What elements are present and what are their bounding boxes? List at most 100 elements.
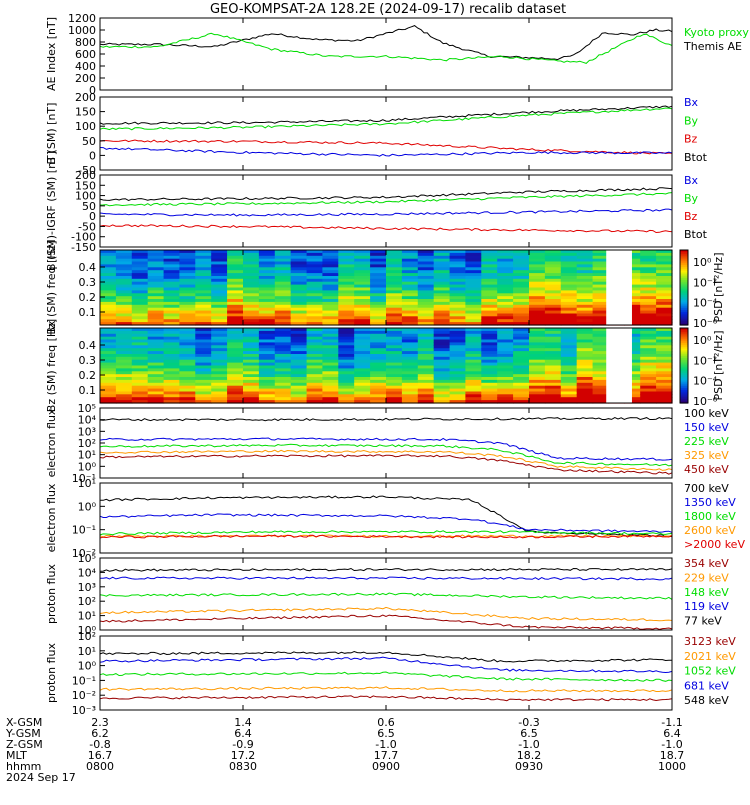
heatmap-cell bbox=[195, 354, 212, 358]
heatmap-cell bbox=[592, 296, 610, 300]
heatmap-cell bbox=[195, 371, 212, 375]
heatmap-cell bbox=[131, 342, 149, 346]
heatmap-cell bbox=[179, 351, 196, 355]
heatmap-cell bbox=[624, 296, 641, 300]
heatmap-cell bbox=[163, 374, 181, 378]
y-tick-label-p_flux_low-0: 10⁵ bbox=[78, 552, 96, 565]
heatmap-cell bbox=[258, 281, 276, 286]
heatmap-cell bbox=[513, 339, 530, 343]
heatmap-cell bbox=[147, 385, 165, 390]
heatmap-cell bbox=[258, 287, 276, 291]
heatmap-cell bbox=[401, 336, 419, 341]
heatmap-cell bbox=[529, 319, 546, 323]
legend-e_flux_low-325-kev: 325 keV bbox=[684, 449, 729, 462]
heatmap-cell bbox=[211, 342, 228, 346]
heatmap-cell bbox=[433, 368, 451, 372]
heatmap-cell bbox=[656, 313, 673, 317]
colorbar-step bbox=[680, 380, 688, 383]
heatmap-cell bbox=[306, 379, 324, 384]
heatmap-cell bbox=[211, 278, 228, 283]
heatmap-cell bbox=[227, 290, 244, 294]
heatmap-bz_spec bbox=[100, 328, 673, 404]
heatmap-cell bbox=[560, 304, 578, 309]
heatmap-cell bbox=[433, 316, 451, 320]
heatmap-cell bbox=[576, 328, 594, 332]
heatmap-cell bbox=[656, 310, 673, 315]
heatmap-cell bbox=[417, 261, 435, 265]
heatmap-cell bbox=[322, 299, 339, 303]
heatmap-cell bbox=[147, 400, 165, 404]
heatmap-cell bbox=[338, 287, 355, 291]
heatmap-cell bbox=[529, 400, 546, 404]
heatmap-cell bbox=[544, 385, 562, 390]
heatmap-cell bbox=[481, 319, 498, 323]
heatmap-cell bbox=[401, 290, 419, 294]
heatmap-cell bbox=[417, 354, 435, 358]
series-line-p_flux_high-681-kev bbox=[99, 656, 673, 674]
heatmap-cell bbox=[513, 330, 530, 335]
heatmap-cell bbox=[163, 267, 181, 271]
colorbar-step bbox=[680, 259, 688, 262]
heatmap-cell bbox=[115, 276, 133, 280]
heatmap-cell bbox=[131, 388, 149, 393]
heatmap-cell bbox=[306, 342, 324, 346]
heatmap-cell bbox=[433, 273, 451, 277]
legend-p_flux_high-2021-kev: 2021 keV bbox=[684, 650, 736, 663]
heatmap-cell bbox=[401, 296, 419, 300]
heatmap-cell bbox=[243, 296, 260, 300]
heatmap-cell bbox=[449, 296, 467, 300]
heatmap-cell bbox=[417, 374, 435, 378]
legend-e_flux_high-700-kev: 700 keV bbox=[684, 482, 729, 495]
heatmap-cell bbox=[211, 379, 228, 384]
heatmap-cell bbox=[481, 365, 498, 369]
heatmap-cell bbox=[417, 293, 435, 297]
heatmap-cell bbox=[195, 284, 212, 289]
heatmap-cell bbox=[227, 400, 244, 404]
heatmap-cell bbox=[560, 255, 578, 260]
heatmap-cell bbox=[338, 290, 355, 294]
heatmap-cell bbox=[131, 313, 149, 317]
heatmap-cell bbox=[195, 351, 212, 355]
heatmap-cell bbox=[513, 261, 530, 265]
heatmap-cell bbox=[433, 330, 451, 335]
heatmap-cell bbox=[497, 374, 514, 378]
heatmap-cell bbox=[656, 368, 673, 372]
heatmap-cell bbox=[513, 342, 530, 346]
series-line-b_sm-bx bbox=[99, 147, 673, 157]
heatmap-cell bbox=[115, 316, 133, 320]
heatmap-cell bbox=[243, 400, 260, 404]
heatmap-cell bbox=[640, 307, 657, 312]
heatmap-cell bbox=[274, 365, 292, 369]
heatmap-cell bbox=[338, 261, 355, 265]
heatmap-cell bbox=[131, 252, 149, 257]
heatmap-cell bbox=[481, 339, 498, 343]
heatmap-cell bbox=[592, 255, 610, 260]
heatmap-cell bbox=[560, 319, 578, 323]
colorbar-step bbox=[680, 343, 688, 346]
heatmap-cell bbox=[227, 391, 244, 395]
y-tick-label-b_igrf-6: -100 bbox=[71, 231, 96, 244]
heatmap-cell bbox=[370, 379, 387, 384]
heatmap-cell bbox=[560, 397, 578, 401]
heatmap-cell bbox=[640, 374, 657, 378]
heatmap-cell bbox=[179, 374, 196, 378]
heatmap-cell bbox=[258, 299, 276, 303]
legend-p_flux_low-148-kev: 148 keV bbox=[684, 586, 729, 599]
heatmap-cell bbox=[100, 264, 117, 268]
heatmap-cell bbox=[115, 391, 133, 395]
heatmap-cell bbox=[417, 264, 435, 268]
heatmap-cell bbox=[322, 362, 339, 367]
heatmap-cell bbox=[243, 307, 260, 312]
heatmap-cell bbox=[401, 267, 419, 271]
heatmap-cell bbox=[131, 310, 149, 315]
heatmap-cell bbox=[195, 255, 212, 260]
colorbar-step bbox=[680, 270, 688, 274]
heatmap-cell bbox=[147, 322, 165, 326]
heatmap-cell bbox=[560, 316, 578, 320]
heatmap-cell bbox=[513, 356, 530, 361]
heatmap-cell bbox=[243, 322, 260, 326]
colorbar-step bbox=[680, 391, 688, 395]
heatmap-cell bbox=[147, 293, 165, 297]
heatmap-cell bbox=[401, 261, 419, 265]
heatmap-cell bbox=[243, 368, 260, 372]
